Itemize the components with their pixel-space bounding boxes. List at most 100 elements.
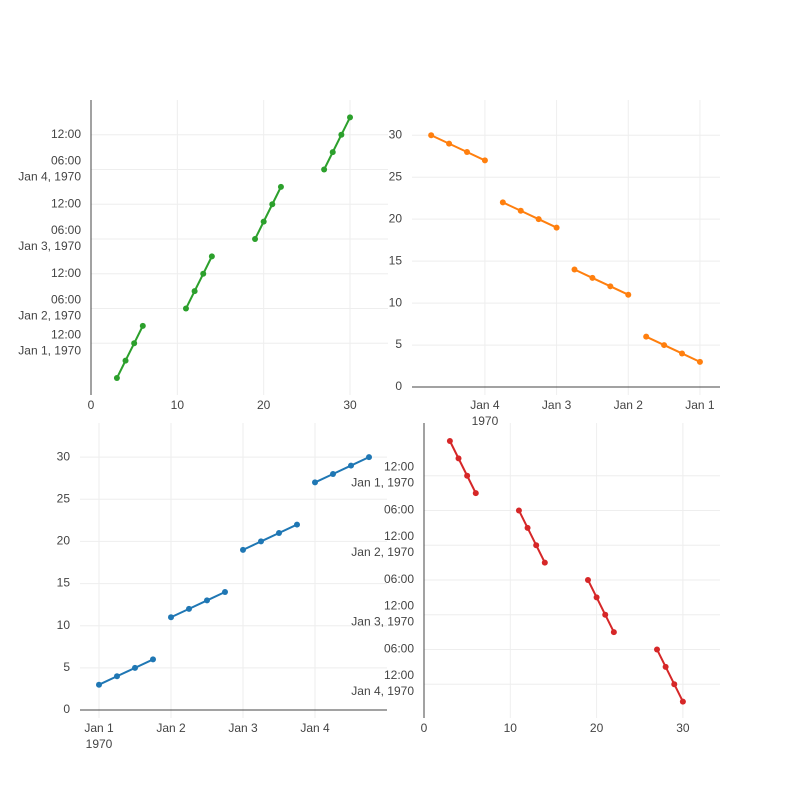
y-tick-label: 10: [389, 295, 403, 309]
y-tick-label: 06:00: [384, 642, 414, 656]
point: [114, 673, 120, 680]
point: [168, 614, 174, 621]
point: [671, 681, 678, 688]
point: [200, 270, 207, 277]
point: [584, 576, 591, 583]
y-tick-label: 10: [57, 618, 71, 632]
y-tick-label: 30: [57, 449, 71, 463]
y-tick-label: 12:00: [51, 266, 81, 280]
point: [610, 629, 617, 636]
x-tick-label: Jan 2: [614, 398, 644, 412]
point: [258, 538, 264, 545]
point: [481, 157, 488, 164]
y-tick-label: 0: [63, 702, 70, 716]
point: [276, 529, 282, 536]
point: [208, 253, 215, 260]
point: [96, 681, 102, 688]
point: [662, 663, 669, 670]
line: [430, 134, 701, 363]
point: [139, 322, 146, 329]
y-tick-label: 0: [395, 379, 402, 393]
y-tick-label: 12:00 Jan 4, 1970: [351, 668, 414, 698]
point: [661, 342, 668, 349]
y-tick-label: 25: [57, 491, 71, 505]
x-tick-label: 10: [504, 721, 518, 735]
y-tick-label: 06:00: [384, 572, 414, 586]
point: [679, 350, 686, 357]
point: [446, 438, 453, 445]
x-tick-label: Jan 4: [300, 721, 330, 735]
point: [150, 656, 156, 663]
x-tick-label: Jan 3: [542, 398, 572, 412]
point: [348, 462, 354, 469]
y-tick-label: 06:00 Jan 3, 1970: [18, 223, 81, 253]
point: [131, 340, 138, 347]
point: [347, 114, 354, 121]
point: [589, 274, 596, 281]
point: [186, 605, 192, 612]
y-tick-label: 12:00 Jan 3, 1970: [351, 599, 414, 629]
x-tick-label: Jan 2: [156, 721, 186, 735]
point: [517, 207, 524, 214]
point: [533, 542, 540, 549]
point: [222, 588, 228, 595]
point: [122, 357, 129, 364]
y-tick-label: 06:00 Jan 2, 1970: [18, 293, 81, 323]
y-tick-label: 12:00 Jan 1, 1970: [351, 460, 414, 490]
y-tick-label: 12:00: [51, 127, 81, 141]
point: [338, 131, 345, 138]
point: [366, 454, 372, 461]
point: [593, 594, 600, 601]
y-tick-label: 06:00: [384, 503, 414, 517]
point: [464, 149, 470, 156]
point: [696, 358, 703, 365]
point: [330, 470, 336, 477]
point: [182, 305, 189, 312]
point: [240, 546, 246, 553]
point: [252, 236, 259, 243]
point: [294, 521, 300, 528]
point: [191, 288, 198, 295]
point: [643, 333, 650, 340]
point: [455, 455, 462, 462]
point: [571, 266, 578, 273]
point: [113, 375, 120, 382]
point: [541, 559, 548, 566]
x-tick-label: 30: [343, 398, 357, 412]
point: [260, 218, 267, 225]
point: [277, 183, 284, 190]
line: [98, 456, 370, 686]
y-tick-label: 12:00: [51, 196, 81, 210]
point: [269, 201, 276, 208]
line: [116, 116, 351, 379]
x-tick-label: Jan 1: [685, 398, 715, 412]
point: [464, 472, 471, 479]
point: [321, 166, 328, 173]
line: [448, 440, 684, 703]
point: [679, 698, 686, 705]
y-tick-label: 20: [389, 211, 403, 225]
point: [446, 140, 453, 147]
x-tick-label: Jan 3: [228, 721, 258, 735]
point: [312, 479, 318, 486]
point: [499, 199, 506, 206]
y-tick-label: 20: [57, 534, 71, 548]
point: [602, 611, 609, 618]
x-tick-label: 20: [257, 398, 271, 412]
point: [515, 507, 522, 514]
y-tick-label: 5: [395, 337, 402, 351]
y-tick-label: 06:00 Jan 4, 1970: [18, 154, 81, 184]
y-tick-label: 12:00 Jan 2, 1970: [351, 529, 414, 559]
point: [132, 664, 138, 671]
x-tick-label: Jan 4 1970: [470, 398, 500, 428]
y-tick-label: 15: [57, 576, 71, 590]
x-tick-label: Jan 1 1970: [84, 721, 114, 751]
point: [625, 291, 632, 298]
point: [524, 524, 531, 531]
y-tick-label: 15: [389, 253, 403, 267]
y-tick-label: 25: [389, 169, 403, 183]
y-tick-label: 5: [63, 660, 70, 674]
x-tick-label: 30: [676, 721, 690, 735]
point: [535, 216, 542, 223]
